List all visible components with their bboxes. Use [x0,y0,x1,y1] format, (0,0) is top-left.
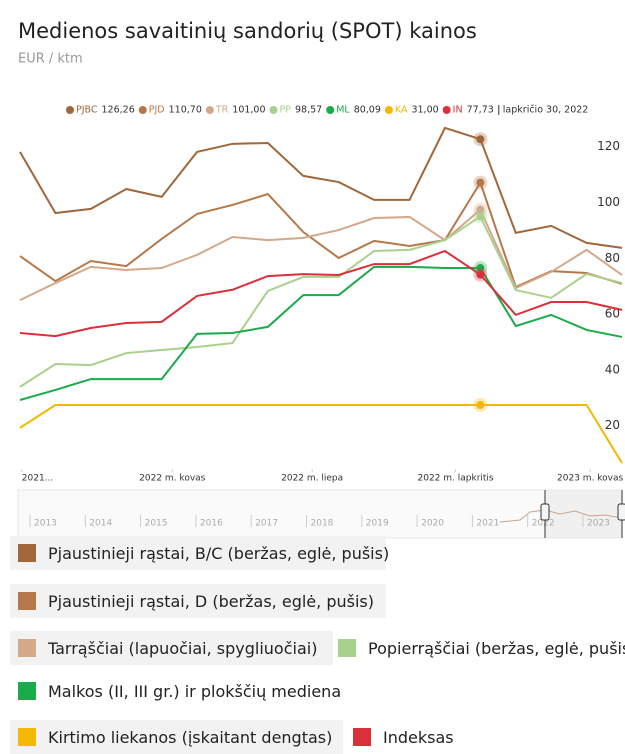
tooltip-value: 77,73 [467,105,494,116]
tooltip-swatch [442,106,451,114]
navigator[interactable] [17,489,623,539]
tooltip-series: ML [336,105,350,116]
tooltip-series: PJD [149,105,165,116]
tooltip-swatch [205,106,214,114]
legend-label: Indeksas [383,727,454,747]
legend-item[interactable]: Kirtimo liekanos (įskaitant dengtas) [10,720,343,754]
navigator-label: 2016 [200,519,223,529]
navigator-label: 2019 [366,519,389,529]
hover-point [476,264,485,273]
legend-label: Tarrąščiai (lapuočiai, spygliuočiai) [48,638,318,658]
navigator-label: 2023 [587,519,610,529]
y-tick-label: 40 [605,362,620,376]
tooltip-value: 126,26 [102,105,135,116]
legend-label: Pjaustinieji rąstai, B/C (beržas, eglė, … [48,543,390,563]
navigator-label: 2022 [532,519,555,529]
tooltip-series: PJBC [76,105,98,116]
series-line [19,265,623,401]
navigator-label: 2020 [421,519,444,529]
tooltip-swatch [384,106,393,114]
legend-swatch [18,728,36,746]
y-tick-label: 80 [605,251,620,265]
series-line [19,249,623,338]
navigator-handle [540,503,550,521]
tooltip-date: lapkričio 30, 2022 [503,105,589,116]
tooltip-series: TR [215,105,229,116]
tooltip: PJBC 126,26 PJD 110,70 TR 101,00 PP 98,57 ML 80,0… [66,105,588,116]
tooltip-series: IN [453,105,463,116]
series-line [19,214,623,388]
x-tick-label: 2022 m. kovas [139,474,205,484]
hover-point [476,135,485,144]
series-line [19,126,623,249]
chart-title: Medienos savaitinių sandorių (SPOT) kain… [18,19,477,43]
legend-item[interactable]: Pjaustinieji rąstai, D (beržas, eglė, pu… [10,584,386,618]
tooltip-value: 80,09 [354,105,381,116]
navigator-label: 2015 [145,519,168,529]
y-tick-label: 120 [597,139,620,153]
tooltip-value: 110,70 [169,105,202,116]
series-line [19,404,623,464]
legend-label: Malkos (II, III gr.) ir plokščių mediena [48,681,342,701]
legend-item[interactable]: Indeksas [345,720,553,754]
hover-point [476,205,485,214]
tooltip-value: 101,00 [232,105,265,116]
navigator-label: 2017 [255,519,278,529]
navigator-handle [617,503,625,521]
navigator-label: 2013 [34,519,57,529]
legend-swatch [18,544,36,562]
hover-point [476,178,485,187]
chart: Medienos savaitinių sandorių (SPOT) kain… [17,19,625,539]
hover-point [476,212,485,221]
x-tick-label: 2023 m. kovas [557,474,623,484]
x-tick-label: 2021... [22,474,54,484]
series-line [19,208,623,301]
legend-swatch [18,682,36,700]
x-tick-label: 2022 m. lapkritis [418,474,494,484]
legend-item[interactable]: Malkos (II, III gr.) ir plokščių mediena [10,674,358,708]
navigator-series [499,509,623,523]
legend-item[interactable]: Pjaustinieji rąstai, B/C (beržas, eglė, … [10,536,390,570]
tooltip-swatch [66,106,74,114]
navigator-label: 2014 [89,519,112,529]
legend-label: Popierrąščiai (beržas, eglė, pušis) [368,638,625,658]
x-tick-label: 2022 m. liepa [281,474,343,484]
y-tick-label: 20 [605,418,620,432]
tooltip-swatch [269,106,278,114]
y-tick-label: 60 [605,307,620,321]
legend-item[interactable]: Tarrąščiai (lapuočiai, spygliuočiai) [10,631,333,665]
tooltip-swatch [326,106,335,114]
tooltip-swatch [138,106,147,114]
tooltip-series: KA [395,105,408,116]
legend-item[interactable]: Popierrąščiai (beržas, eglė, pušis) [330,631,625,665]
legend-label: Pjaustinieji rąstai, D (beržas, eglė, pu… [48,591,374,611]
hover-point [476,401,485,410]
legend-swatch [338,639,356,657]
tooltip-value: 31,00 [411,105,438,116]
navigator-label: 2021 [476,519,499,529]
y-tick-label: 100 [597,195,620,209]
legend-label: Kirtimo liekanos (įskaitant dengtas) [48,727,333,747]
legend-swatch [353,728,371,746]
legend-swatch [18,592,36,610]
navigator-label: 2018 [311,519,334,529]
tooltip-value: 98,57 [295,105,322,116]
tooltip-series: PP [280,105,292,116]
hover-point [476,270,485,279]
legend-swatch [18,639,36,657]
chart-subtitle: EUR / ktm [18,52,83,67]
